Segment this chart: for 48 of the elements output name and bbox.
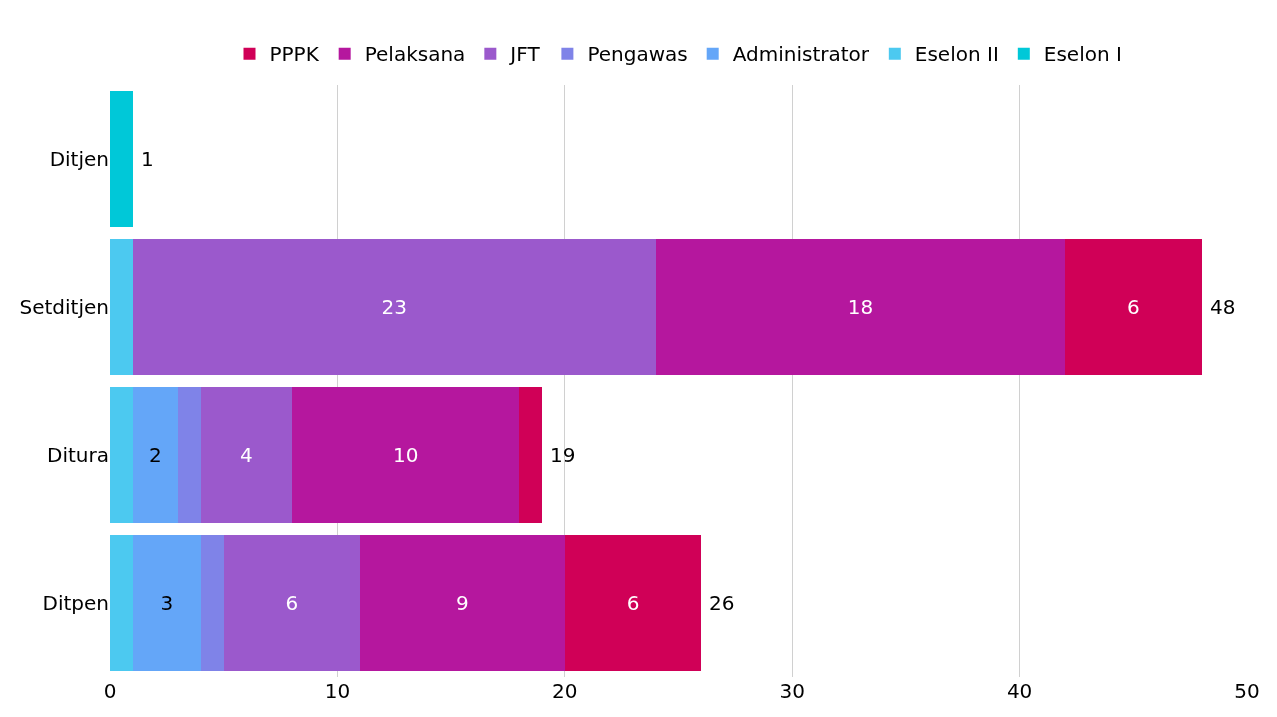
data-label: 18 [847, 295, 874, 319]
bar [655, 238, 1066, 376]
data-label: 3 [160, 591, 174, 615]
data-label: 10 [392, 443, 419, 467]
legend-label: JFT [508, 42, 541, 67]
total-label: 48 [1210, 295, 1236, 319]
bar [200, 386, 292, 524]
data-label: 6 [285, 591, 299, 615]
bar [110, 238, 133, 376]
data-label: 6 [626, 591, 640, 615]
legend-label: Administrator [732, 42, 870, 67]
y-tick-label: Ditjen [49, 147, 109, 171]
x-tick-label: 50 [1234, 679, 1260, 703]
x-tick-label: 0 [103, 679, 117, 703]
bar [360, 534, 565, 672]
bar [110, 90, 133, 228]
total-label: 26 [709, 591, 735, 615]
bar [519, 386, 543, 524]
bar [1065, 238, 1202, 376]
bar [132, 534, 201, 672]
legend-label: PPPK [269, 42, 320, 67]
legend-label: Pengawas [587, 42, 688, 67]
data-label: 23 [381, 295, 407, 319]
legend-label: Eselon II [914, 42, 999, 67]
bar [178, 386, 201, 524]
bar [110, 534, 133, 672]
data-label: 9 [456, 591, 469, 615]
x-tick-label: 30 [779, 679, 805, 703]
legend-label: Eselon I [1043, 42, 1122, 67]
bar [200, 534, 224, 672]
x-tick-label: 40 [1006, 679, 1033, 703]
legend-label: Pelaksana [364, 42, 466, 67]
bar [132, 386, 179, 524]
total-label: 19 [550, 443, 576, 467]
bar [110, 386, 133, 524]
bar [564, 534, 702, 672]
y-tick-label: Ditura [47, 443, 109, 467]
y-tick-label: Setditjen [19, 295, 109, 319]
y-tick-label: Ditpen [42, 591, 109, 615]
x-tick-label: 10 [324, 679, 351, 703]
x-tick-label: 20 [552, 679, 578, 703]
data-label: 2 [149, 443, 162, 467]
bar [132, 238, 656, 376]
data-label: 4 [240, 443, 253, 467]
total-label: 1 [141, 147, 154, 171]
data-label: 6 [1126, 295, 1140, 319]
bar [291, 386, 520, 524]
bar [223, 534, 361, 672]
